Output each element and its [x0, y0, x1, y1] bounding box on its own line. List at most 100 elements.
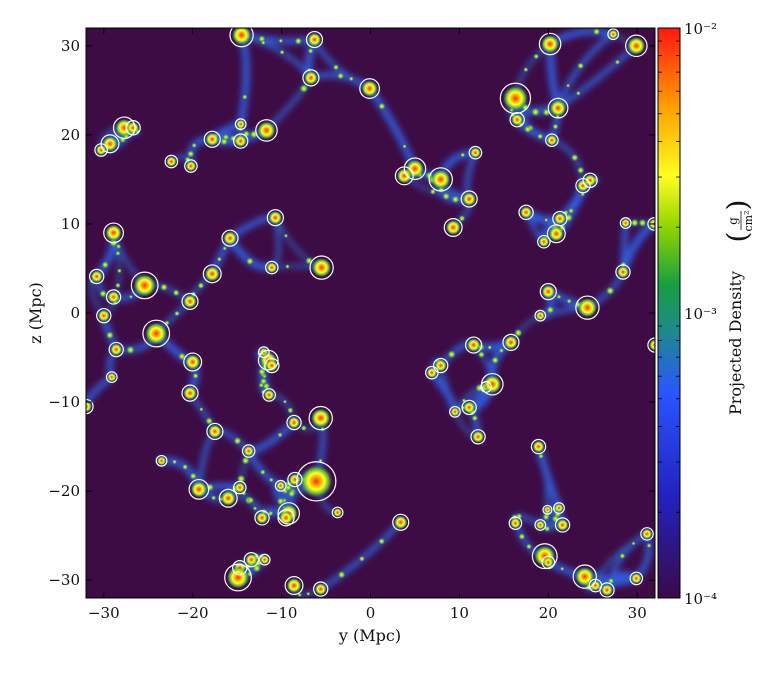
filament-knot	[337, 72, 345, 80]
halo-core	[220, 490, 236, 506]
filament-knot	[283, 233, 289, 239]
filament-knot	[300, 425, 307, 432]
filament-knot	[630, 218, 639, 227]
halo-core	[538, 236, 550, 248]
filament-knot	[447, 350, 456, 359]
halo-core	[504, 335, 518, 350]
halo-core	[543, 506, 552, 514]
halo-core	[256, 511, 269, 524]
filament-knot	[294, 37, 303, 45]
halo-circle	[184, 159, 198, 173]
halo-circle	[103, 222, 124, 244]
halo-circles	[86, 28, 655, 598]
filament-knot	[268, 477, 274, 483]
density-map	[86, 28, 655, 598]
filament-knot	[607, 577, 615, 585]
halo-core	[183, 294, 197, 309]
colorbar-tick-label: 10⁻⁴	[684, 590, 717, 608]
filament-knot	[287, 407, 294, 414]
halo-circle	[553, 502, 565, 514]
halo-core	[166, 156, 177, 167]
x-tick-label: −20	[177, 604, 209, 622]
halo-core	[266, 262, 278, 273]
filament-knot	[514, 328, 523, 338]
halo-core	[205, 132, 220, 147]
filament-knot	[562, 209, 569, 216]
halo-core	[621, 218, 631, 228]
filament-knot	[210, 495, 217, 501]
halo-circle	[181, 384, 199, 402]
halo-circle	[125, 120, 141, 136]
halo-core	[236, 119, 246, 129]
filament-knot	[531, 107, 541, 117]
halo-core	[463, 401, 476, 414]
halo-circle	[539, 283, 557, 301]
halo-circle	[88, 268, 105, 285]
halo-core	[144, 322, 168, 345]
halo-circle	[255, 119, 278, 142]
halo-circle	[531, 543, 558, 570]
filament-knot	[278, 38, 284, 44]
colorbar-unit-close-paren: )	[721, 200, 754, 211]
halo-core	[183, 386, 197, 400]
filament-knot	[348, 76, 354, 82]
halo-circle	[155, 454, 168, 467]
halo-core	[95, 144, 107, 156]
halo-core	[627, 36, 646, 55]
filament-knot	[491, 356, 500, 365]
filament-knot	[259, 469, 266, 476]
halo-circle	[313, 581, 329, 597]
halo-core	[450, 407, 460, 417]
halo-circle	[108, 341, 124, 358]
halo-core	[268, 210, 283, 225]
filament-knot	[525, 543, 532, 550]
filament-knot	[181, 463, 189, 471]
filament-knot	[402, 144, 407, 149]
filament-knot	[189, 472, 197, 480]
filament-knot	[282, 399, 288, 404]
filament-knot	[222, 246, 227, 251]
halo-circle	[460, 190, 478, 208]
halo-core	[133, 274, 156, 297]
filament-knot	[458, 214, 466, 222]
halo-circle	[359, 78, 381, 99]
y-tick-label: −20	[48, 482, 80, 500]
filament-knot	[332, 64, 340, 71]
halo-circle	[257, 346, 270, 359]
halo-circle	[572, 564, 597, 589]
filament-knot	[337, 570, 346, 579]
halo-circle	[241, 444, 256, 458]
halo-circle	[112, 116, 136, 140]
halo-circle	[508, 516, 523, 530]
filament-knot	[460, 152, 466, 158]
filament-knot	[222, 133, 230, 141]
halo-core	[190, 481, 208, 498]
halo-core	[540, 34, 560, 54]
halo-core	[299, 464, 333, 498]
halo-circle	[264, 357, 280, 374]
halo-circle	[142, 319, 171, 348]
filament-knot	[575, 90, 581, 96]
halo-core	[470, 147, 481, 158]
filament-knot	[451, 195, 460, 204]
halo-circle	[265, 260, 279, 275]
halo-core	[532, 440, 545, 453]
filament-knot	[605, 286, 615, 296]
halo-core	[577, 297, 598, 318]
halo-core	[231, 28, 252, 45]
filament-knot	[276, 497, 285, 506]
halo-core	[502, 85, 529, 112]
halo-circle	[164, 154, 179, 169]
filament-knot	[128, 294, 134, 299]
halo-core	[445, 219, 461, 236]
filament-knot	[523, 67, 529, 73]
colorbar-unit-denominator: cm²	[742, 210, 755, 231]
halo-core	[185, 354, 201, 370]
filament-knot	[577, 62, 585, 70]
halo-circle	[266, 209, 284, 227]
halo-circle	[537, 234, 551, 249]
halo-core	[90, 270, 103, 283]
halo-circle	[554, 517, 571, 533]
filament-knot	[116, 268, 122, 274]
